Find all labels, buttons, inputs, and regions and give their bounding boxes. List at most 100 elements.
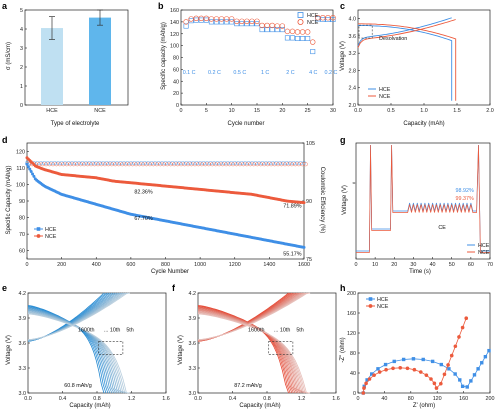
panel-e-ylabel: Voltage (V) [6, 335, 12, 365]
panel-h-hce-point [392, 359, 396, 364]
panel-f-cycle-label: 1600th [248, 327, 265, 333]
panel-a-ytick-label: 2 [20, 65, 23, 71]
panel-g-xtick-label: 70 [487, 262, 493, 268]
panel-b-xtick-label: 5 [205, 108, 208, 114]
panel-e-charge-curve [27, 292, 105, 342]
panel-g-xtick-label: 40 [430, 262, 436, 268]
panel-h-legend-marker [368, 304, 373, 308]
panel-h-hce-point [365, 378, 369, 382]
panel-f-cycle-label: 5th [296, 327, 304, 333]
panel-a-label: a [2, 1, 8, 11]
panel-b-legend-swatch [297, 12, 304, 18]
panel-f-ytick-label: 4.2 [189, 291, 197, 297]
panel-b-point-hce [254, 21, 260, 27]
panel-b-ytick-label: 0 [176, 103, 179, 109]
panel-h-xlabel: Z' (ohm) [413, 403, 435, 409]
panel-c-nce-charge [357, 19, 456, 48]
panel-g-xtick-label: 10 [372, 262, 378, 268]
panel-g-legend-label: NCE [478, 250, 490, 256]
panel-e-zoom-box [98, 341, 124, 355]
panel-d-point-hce [32, 174, 36, 178]
panel-e-discharge-curve [27, 306, 109, 394]
panel-b-ytick-label: 80 [173, 56, 179, 62]
panel-d-ce-nce [303, 162, 308, 167]
panel-b-point-hce [213, 19, 219, 25]
panel-b-xlabel: Cycle number [227, 121, 264, 127]
panel-d-legend-label: HCE [45, 227, 57, 233]
panel-d: d 0 200 400 600 800 1000 1200 1400 1600 60 70 80 90 1… [2, 135, 325, 275]
panel-b-point-hce [234, 21, 240, 27]
panel-h-hce-point [430, 359, 435, 364]
panel-a-ytick-label: 0 [20, 103, 23, 109]
panel-g-xlabel: Time (s) [409, 269, 431, 275]
panel-b-point-nce [254, 18, 260, 24]
panel-h-xtick-label: 160 [459, 396, 468, 402]
panel-e-xtick-label: 1.2 [128, 396, 136, 402]
panel-h-hce-point [469, 379, 473, 383]
panel-h-hce-point [487, 348, 491, 353]
panel-e-ytick-label: 3.9 [19, 316, 27, 322]
panel-d-point-hce [302, 245, 306, 249]
panel-f-cycle-label: ... 10th [274, 327, 290, 333]
panel-b-point-nce [223, 16, 230, 22]
panel-d-annotation: 71.89% [283, 204, 301, 210]
panel-c-ytick-label: 3.2 [349, 51, 357, 57]
panel-b-rate-label: 4 C [309, 70, 317, 76]
panel-b-point-hce [264, 27, 270, 33]
panel-d-xtick-label: 1000 [194, 262, 206, 268]
panel-b-point-nce [183, 19, 189, 25]
panel-d-frame [26, 142, 305, 260]
panel-d-y2tick-label: 105 [306, 141, 315, 147]
panel-h-hce-point [472, 373, 477, 377]
panel-e-xtick-label: 0.8 [93, 396, 101, 402]
panel-c-xtick-label: 0.0 [354, 108, 362, 114]
panel-g-axis-break: ≈ [353, 181, 356, 187]
panel-g-xtick-label: 20 [391, 262, 397, 268]
panel-b-xtick-label: 0 [180, 108, 183, 114]
panel-h-nce-point [424, 373, 429, 377]
panel-b-point-hce [279, 27, 285, 33]
panel-d-ytick-label: 60 [19, 249, 25, 255]
panel-b-rate-label: 0.1 C [183, 70, 196, 76]
panel-e-charge-curve [27, 292, 107, 342]
panel-d-ytick-label: 120 [16, 149, 25, 155]
panel-b-point-nce [213, 16, 220, 22]
panel-f-charge-curve [197, 292, 293, 342]
panel-b-point-hce [320, 16, 326, 22]
panel-d-point-hce [25, 162, 29, 166]
panel-h-nce-point [429, 377, 433, 381]
panel-b-point-hce [289, 35, 295, 41]
panel-b-point-nce [198, 15, 204, 22]
panel-b-point-hce [203, 17, 209, 23]
panel-g-xtick-label: 30 [410, 262, 416, 268]
panel-b-point-hce [249, 21, 255, 27]
panel-c-zoom-box [358, 24, 373, 39]
panel-h-nce-point [442, 372, 447, 377]
panel-c-xtick-label: 0.5 [387, 108, 395, 114]
panel-c-ytick-label: 3.6 [349, 34, 357, 40]
panel-h-nce-point [460, 325, 465, 330]
panel-g-xtick-label: 60 [468, 262, 474, 268]
panel-b-rate-label: 1 C [261, 70, 269, 76]
panel-f-discharge-curve [197, 307, 296, 394]
panel-f-discharge-curve [197, 307, 294, 394]
panel-d-y2label: Coulombic Efficiency (%) [319, 167, 325, 234]
panel-h-nce-point [367, 377, 372, 381]
panel-b-ytick-label: 140 [170, 20, 179, 26]
panel-h-legend-label: NCE [377, 304, 389, 310]
panel-b-ytick-label: 40 [173, 79, 179, 85]
panel-b-point-hce [295, 35, 301, 41]
panel-b-point-hce [193, 17, 199, 23]
panel-f-ylabel: Voltage (V) [178, 335, 184, 365]
panel-b-ytick-label: 20 [173, 91, 179, 97]
panel-d-annotation: 55.17% [283, 252, 301, 258]
panel-a-ytick-label: 4 [20, 27, 23, 33]
panel-h-legend-marker [368, 297, 373, 301]
panel-g-value-hce: 98.92% [456, 188, 474, 194]
panel-e-xlabel: Capacity (mAh) [69, 403, 110, 409]
panel-c-annotation: Desolvation [379, 36, 407, 42]
panel-b-point-nce [228, 16, 235, 22]
panel-b-point-nce [320, 15, 326, 21]
panel-b-point-nce [310, 39, 316, 45]
panel-h-nce-point [364, 381, 368, 386]
